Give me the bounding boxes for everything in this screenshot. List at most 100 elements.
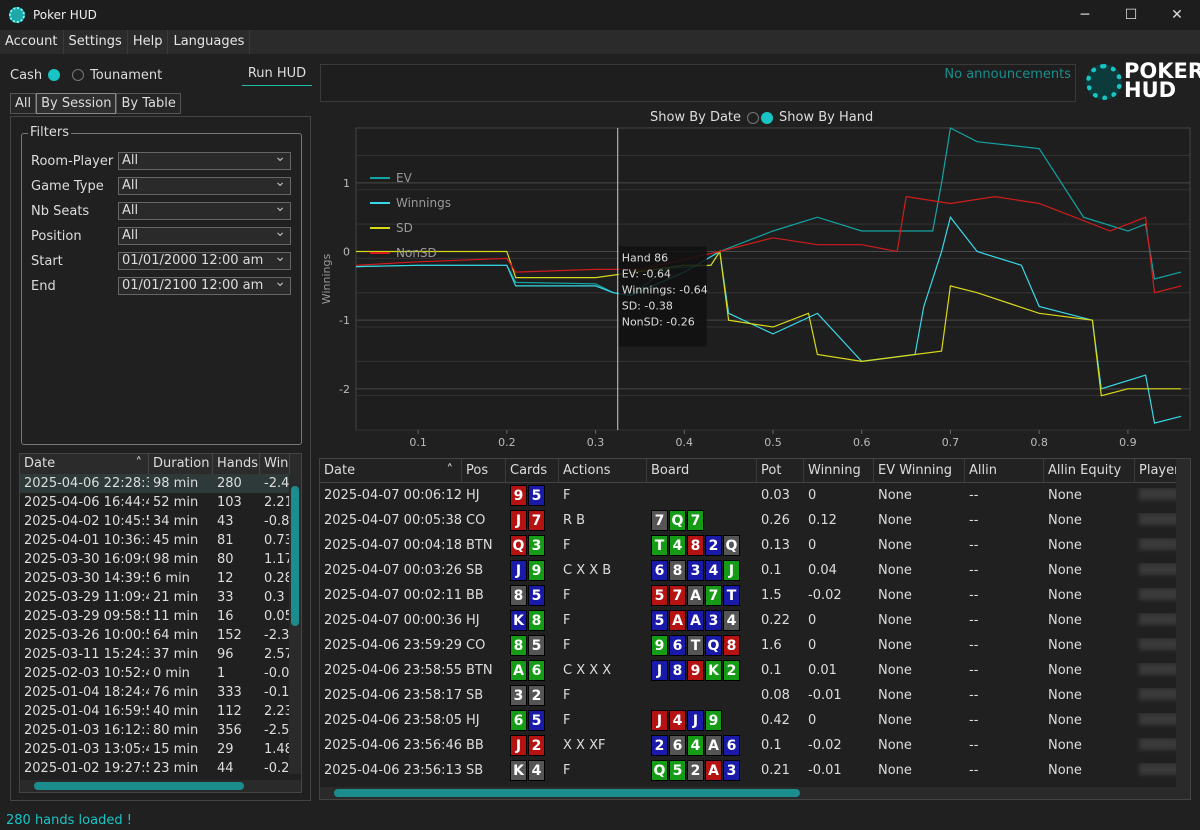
hand-winning: 0.01 (808, 663, 837, 678)
session-row[interactable]: 2025-03-26 10:00:50 64 min 152 -2.3 (20, 626, 301, 645)
sessions-vertical-scrollbar[interactable] (289, 474, 301, 774)
hands-table: Date ˄ Pos Cards Actions Board Pot Winning EV Wi… (319, 458, 1191, 800)
tournament-radio[interactable] (72, 69, 85, 81)
playing-card: J (510, 735, 527, 756)
playing-card: 3 (687, 560, 704, 581)
column-header-date[interactable]: Date ˄ (20, 454, 149, 474)
nb-seats-select[interactable]: All (118, 199, 291, 220)
hand-row[interactable]: 2025-04-07 00:06:12 HJ 9 5 F 0.03 0 None -- None (320, 483, 1190, 508)
cash-radio[interactable] (48, 69, 61, 81)
playing-card: 6 (669, 635, 686, 656)
show-by-hand-radio[interactable] (761, 111, 774, 124)
hand-row[interactable]: 2025-04-07 00:04:18 BTN Q 3 F T 4 8 2 Q 0.13 0 None -… (320, 533, 1190, 558)
column-header-win[interactable]: Win (260, 454, 290, 474)
column-header-duration[interactable]: Duration (149, 454, 213, 474)
hand-row[interactable]: 2025-04-06 23:59:29 CO 8 5 F 9 6 T Q 8 1.6 0 None -- N… (320, 633, 1190, 658)
sessions-horizontal-scrollbar[interactable] (20, 780, 301, 792)
maximize-button[interactable]: ☐ (1124, 7, 1138, 23)
hand-row[interactable]: 2025-04-07 00:03:26 SB J 9 C X X B 6 8 3 4 J 0.1 0.… (320, 558, 1190, 583)
hand-actions: F (563, 538, 571, 553)
session-row[interactable]: 2025-04-01 10:36:38 45 min 81 0.73 (20, 531, 301, 550)
hands-horizontal-scrollbar[interactable] (320, 787, 1190, 799)
menu-help[interactable]: Help (128, 30, 169, 54)
menu-account[interactable]: Account (0, 30, 64, 54)
session-cell: 80 min (153, 723, 199, 738)
winnings-chart[interactable]: 1 0 -1 -2 0.1 0.2 0.3 0.4 0.5 0.6 0.7 0.8 0.9 Winning… (320, 126, 1192, 454)
tab-by-session[interactable]: By Session (36, 93, 117, 114)
redacted-player (1139, 737, 1179, 750)
menu-settings[interactable]: Settings (64, 30, 128, 54)
playing-card: T (651, 535, 668, 556)
session-cell: 2025-03-11 15:24:30 (24, 647, 149, 662)
tab-all[interactable]: All (10, 93, 37, 114)
hand-row[interactable]: 2025-04-06 23:58:55 BTN A 6 C X X X J 8 9 K 2 0.1 0… (320, 658, 1190, 683)
column-header[interactable]: Winning (804, 459, 874, 482)
end-date-select[interactable]: 01/01/2100 12:00 am (118, 274, 291, 295)
session-row[interactable]: 2025-01-03 16:12:36 80 min 356 -2.5 (20, 721, 301, 740)
playing-card: 5 (651, 585, 668, 606)
session-row[interactable]: 2025-01-04 16:59:50 40 min 112 2.23 (20, 702, 301, 721)
column-header[interactable]: EV Winning (874, 459, 965, 482)
playing-card: J (687, 710, 704, 731)
hand-actions: F (563, 713, 571, 728)
playing-card: 5 (651, 610, 668, 631)
column-header[interactable]: Actions (559, 459, 647, 482)
column-header[interactable]: Board (647, 459, 757, 482)
tooltip-box (618, 246, 707, 347)
hands-vertical-scrollbar[interactable] (1176, 459, 1190, 799)
column-header[interactable]: Pos (462, 459, 506, 482)
hand-row[interactable]: 2025-04-06 23:58:17 SB 3 2 F 0.08 -0.01 None -- N… (320, 683, 1190, 708)
hand-date: 2025-04-07 00:05:38 (324, 513, 462, 528)
minimize-button[interactable]: ─ (1080, 7, 1090, 23)
session-row[interactable]: 2025-03-29 09:58:54 11 min 16 0.05 (20, 607, 301, 626)
plot-area (355, 127, 1191, 431)
session-row[interactable]: 2025-03-30 16:09:06 98 min 80 1.17 (20, 550, 301, 569)
session-cell: 280 (217, 476, 242, 491)
session-row[interactable]: 2025-03-30 14:39:52 6 min 12 0.28 (20, 569, 301, 588)
room-player-select[interactable]: All (118, 149, 291, 170)
session-row[interactable]: 2025-01-02 19:27:58 23 min 44 -0.2 (20, 759, 301, 778)
hand-row[interactable]: 2025-04-06 23:56:46 BB J 2 X X XF 2 6 4 A 6 0.1 -0.… (320, 733, 1190, 758)
playing-card: 6 (528, 660, 545, 681)
position-select[interactable]: All (118, 224, 291, 245)
column-header[interactable]: Allin Equity (1044, 459, 1135, 482)
menu-languages[interactable]: Languages (168, 30, 251, 54)
hand-ev-winning: None (878, 513, 912, 528)
column-header[interactable]: Player (1135, 459, 1180, 482)
tooltip-line: NonSD: -0.26 (622, 316, 695, 329)
session-row[interactable]: 2025-03-29 11:09:46 21 min 33 0.3 (20, 588, 301, 607)
session-cell: 356 (217, 723, 242, 738)
session-cell: 0 min (153, 666, 190, 681)
session-row[interactable]: 2025-04-06 22:28:31 98 min 280 -2.4 (20, 474, 301, 493)
session-row[interactable]: 2025-01-03 13:05:40 15 min 29 1.48 (20, 740, 301, 759)
hand-row[interactable]: 2025-04-07 00:02:11 BB 8 5 F 5 7 A 7 T 1.5 -0.02 Non… (320, 583, 1190, 608)
column-header[interactable]: Cards (506, 459, 559, 482)
hand-row[interactable]: 2025-04-06 23:56:13 SB K 4 F Q 5 2 A 3 0.21 -0.01 No… (320, 758, 1190, 783)
hand-allin: -- (969, 663, 979, 678)
show-by-date-radio[interactable] (747, 111, 760, 124)
hand-row[interactable]: 2025-04-07 00:05:38 CO J 7 R B 7 Q 7 0.26 0.12 Non… (320, 508, 1190, 533)
playing-card: 5 (669, 760, 686, 781)
session-row[interactable]: 2025-04-02 10:45:53 34 min 43 -0.8 (20, 512, 301, 531)
title-bar: Poker HUD ─ ☐ ✕ (0, 0, 1200, 30)
legend-label: EV (396, 171, 413, 185)
column-header-hands[interactable]: Hands (213, 454, 260, 474)
close-button[interactable]: ✕ (1171, 7, 1183, 23)
session-row[interactable]: 2025-03-11 15:24:30 37 min 96 2.57 (20, 645, 301, 664)
session-row[interactable]: 2025-01-04 18:24:43 76 min 333 -0.1 (20, 683, 301, 702)
run-hud-button[interactable]: Run HUD (242, 66, 312, 86)
hand-actions: F (563, 763, 571, 778)
playing-card: 9 (687, 660, 704, 681)
hand-ev-winning: None (878, 563, 912, 578)
hand-row[interactable]: 2025-04-07 00:00:36 HJ K 8 F 5 A A 3 4 0.22 0 None --… (320, 608, 1190, 633)
tab-by-table[interactable]: By Table (116, 93, 181, 114)
column-header[interactable]: Allin (965, 459, 1044, 482)
hand-row[interactable]: 2025-04-06 23:58:05 HJ 6 5 F J 4 J 9 0.42 0 None -- N… (320, 708, 1190, 733)
session-row[interactable]: 2025-04-06 16:44:45 52 min 103 2.21 (20, 493, 301, 512)
game-type-select[interactable]: All (118, 174, 291, 195)
start-date-select[interactable]: 01/01/2000 12:00 am (118, 249, 291, 270)
column-header[interactable]: Pot (757, 459, 804, 482)
session-row[interactable]: 2025-02-03 10:52:46 0 min 1 -0.0 (20, 664, 301, 683)
column-header[interactable]: Date ˄ (320, 459, 462, 482)
hand-actions: R B (563, 513, 586, 528)
